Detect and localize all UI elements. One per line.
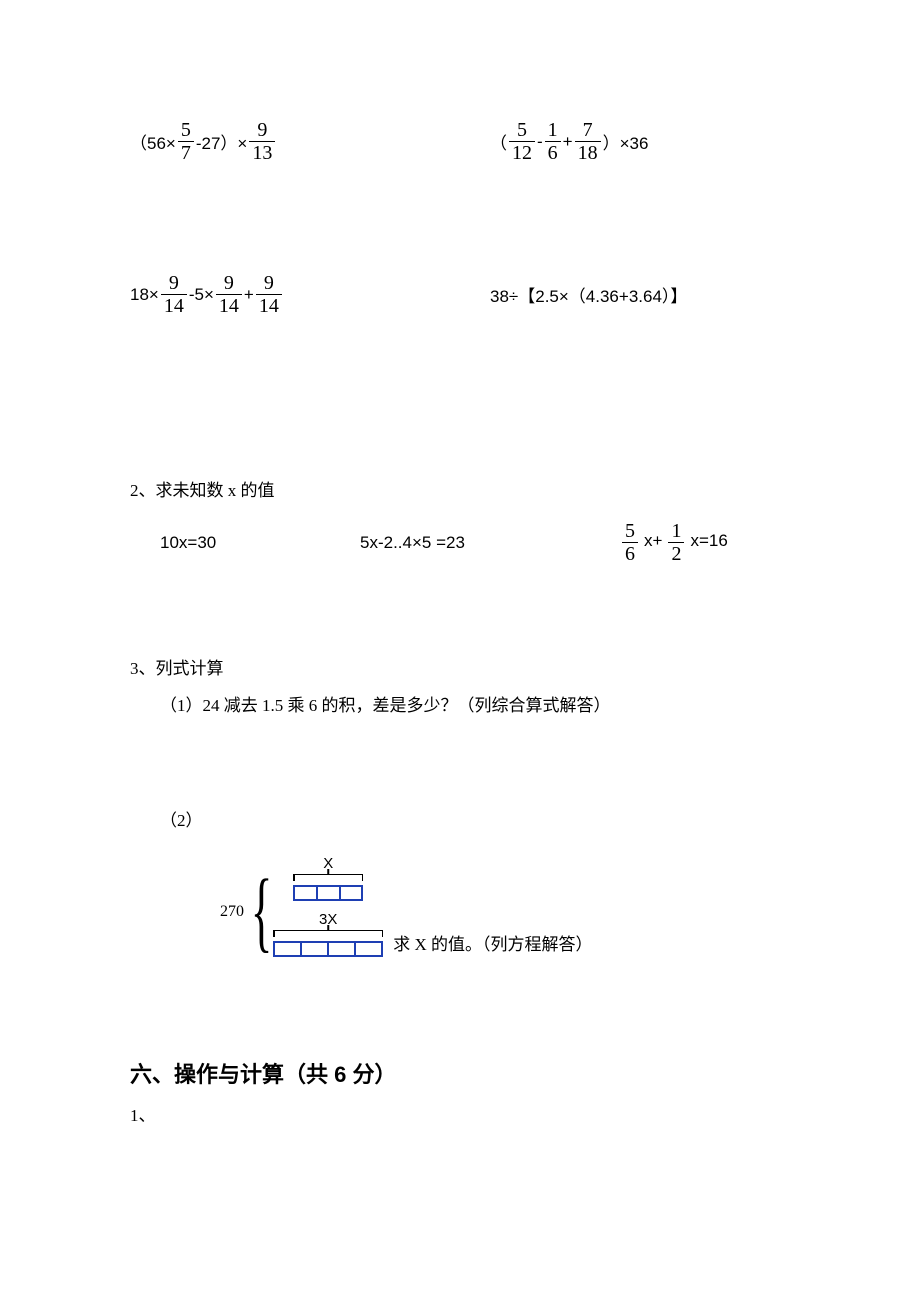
section-3-title: 3、列式计算 <box>130 654 790 679</box>
fraction-5-12: 5 12 <box>509 120 535 163</box>
frac-den: 2 <box>668 542 684 564</box>
frac-num: 9 <box>221 273 237 294</box>
question-3-1: （1）24 减去 1.5 乘 6 的积，差是多少？（列综合算式解答） <box>130 691 790 716</box>
frac-den: 14 <box>161 294 187 316</box>
expr2-a: 18× <box>130 285 159 305</box>
expr-2-left: 18× 9 14 -5× 9 14 + 9 14 <box>130 273 490 316</box>
section-6-heading: 六、操作与计算（共 6 分） <box>130 1057 790 1089</box>
expr1r-m1: - <box>537 132 543 152</box>
frac-den: 13 <box>249 141 275 163</box>
fraction-9-13: 9 13 <box>249 120 275 163</box>
expr2r: 38÷【2.5×（4.36+3.64）】 <box>490 282 687 307</box>
question-3-2-label: （2） <box>130 806 790 831</box>
fraction-5-7: 5 7 <box>178 120 194 163</box>
fraction-9-14-c: 9 14 <box>256 273 282 316</box>
left-brace-icon: { <box>251 867 273 957</box>
frac-num: 5 <box>514 120 530 141</box>
expr1-open: （56× <box>130 129 176 154</box>
expr2-c: + <box>244 285 254 305</box>
frac-num: 9 <box>254 120 270 141</box>
expression-row-1: （56× 5 7 -27）× 9 13 （ 5 12 - 1 6 + <box>130 120 790 163</box>
frac-den: 6 <box>545 141 561 163</box>
diagram-left-label: 270 { <box>220 867 273 957</box>
frac-den: 14 <box>216 294 242 316</box>
expression-row-2: 18× 9 14 -5× 9 14 + 9 14 38÷【2.5×（4.36+3… <box>130 273 790 316</box>
equation-2: 5x-2..4×5 =23 <box>360 533 620 553</box>
frac-num: 9 <box>261 273 277 294</box>
fraction-5-6: 5 6 <box>622 521 638 564</box>
expr-1-right: （ 5 12 - 1 6 + 7 18 ）×36 <box>490 120 790 163</box>
page: （56× 5 7 -27）× 9 13 （ 5 12 - 1 6 + <box>0 0 920 1186</box>
section-2-title: 2、求未知数 x 的值 <box>130 476 790 501</box>
frac-num: 1 <box>668 521 684 542</box>
fraction-9-14-b: 9 14 <box>216 273 242 316</box>
frac-num: 9 <box>166 273 182 294</box>
bottom-brace-icon <box>273 930 383 941</box>
expr2-b: -5× <box>189 285 214 305</box>
frac-num: 5 <box>178 120 194 141</box>
top-brace-icon <box>293 874 363 885</box>
equation-3: 5 6 x+ 1 2 x=16 <box>620 521 790 564</box>
fraction-7-18: 7 18 <box>575 120 601 163</box>
bar-bottom: 3X <box>273 911 383 957</box>
frac-num: 7 <box>580 120 596 141</box>
expr-2-right: 38÷【2.5×（4.36+3.64）】 <box>490 282 790 307</box>
equation-row: 10x=30 5x-2..4×5 =23 5 6 x+ 1 2 x=16 <box>130 521 790 564</box>
eq3-m1: x+ <box>644 531 662 550</box>
frac-den: 7 <box>178 141 194 163</box>
fraction-1-6: 1 6 <box>545 120 561 163</box>
expr1r-open: （ <box>490 129 507 154</box>
segment-bar-top <box>293 885 363 901</box>
segment-bar-bottom <box>273 941 383 957</box>
bars-column: X 3X <box>273 851 383 957</box>
expr1r-close: ）×36 <box>603 129 649 154</box>
bar-top: X <box>273 855 383 901</box>
frac-den: 12 <box>509 141 535 163</box>
expr1r-m2: + <box>563 132 573 152</box>
frac-den: 6 <box>622 542 638 564</box>
frac-den: 14 <box>256 294 282 316</box>
section-6-item-1: 1、 <box>130 1101 790 1126</box>
diagram-caption: 求 X 的值。（列方程解答） <box>393 930 592 957</box>
expr-1-left: （56× 5 7 -27）× 9 13 <box>130 120 490 163</box>
value-270: 270 <box>220 903 244 921</box>
equation-1: 10x=30 <box>160 533 360 553</box>
eq3-m2: x=16 <box>690 531 727 550</box>
expr1-mid: -27）× <box>196 129 248 154</box>
diagram: 270 { X 3X 求 X 的值。（列方程解答） <box>130 851 790 957</box>
frac-num: 1 <box>545 120 561 141</box>
frac-num: 5 <box>622 521 638 542</box>
fraction-9-14-a: 9 14 <box>161 273 187 316</box>
frac-den: 18 <box>575 141 601 163</box>
fraction-1-2: 1 2 <box>668 521 684 564</box>
